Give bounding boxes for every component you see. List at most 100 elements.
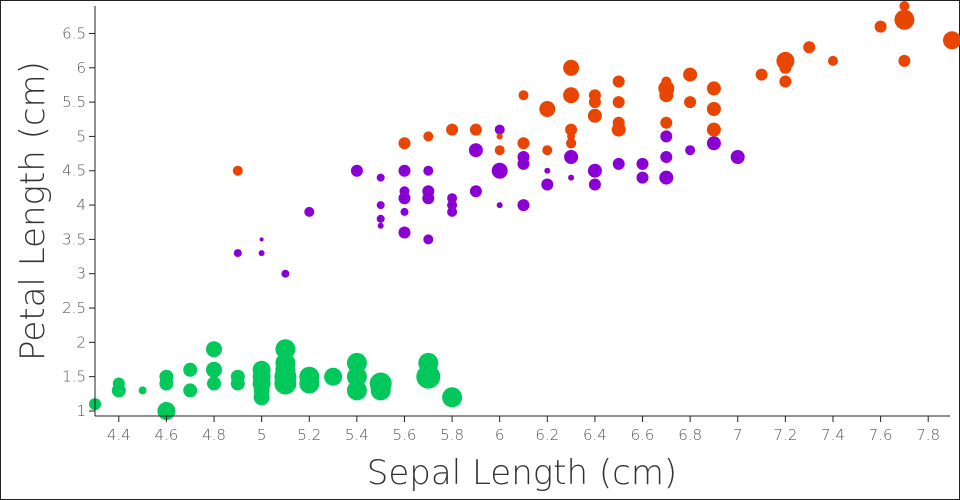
y-tick-label: 5.5 <box>62 93 86 111</box>
x-tick-label: 5 <box>257 426 267 444</box>
data-point <box>803 41 816 54</box>
data-point <box>587 163 602 178</box>
x-tick-label: 5.4 <box>345 426 369 444</box>
data-point <box>491 162 508 179</box>
y-tick-label: 6.5 <box>62 24 86 42</box>
data-point <box>423 234 434 245</box>
x-tick-label: 6.2 <box>535 426 559 444</box>
data-point <box>398 226 411 239</box>
y-tick-label: 4.5 <box>62 162 86 180</box>
y-tick-label: 4 <box>76 196 86 214</box>
data-point <box>828 55 838 66</box>
x-tick-label: 7.2 <box>773 426 797 444</box>
data-point <box>496 133 503 140</box>
data-point <box>376 214 385 223</box>
data-point <box>468 143 483 158</box>
y-tick-label: 6 <box>76 59 86 77</box>
data-point <box>563 87 580 104</box>
y-axis-ticks: 1 1.5 2 2.5 3 3.5 4 4.5 5 5.5 6 6.5 <box>62 24 95 420</box>
data-point <box>324 367 343 386</box>
data-point <box>706 136 721 151</box>
data-point <box>398 164 411 177</box>
data-point <box>230 376 245 391</box>
x-tick-label: 5.6 <box>393 426 417 444</box>
data-point <box>232 165 243 176</box>
data-point <box>612 157 625 170</box>
data-point <box>469 123 482 136</box>
y-tick-label: 3 <box>76 265 86 283</box>
data-point <box>706 81 721 96</box>
data-point <box>612 75 625 88</box>
data-point <box>159 376 174 391</box>
data-point <box>685 145 696 156</box>
x-tick-label: 5.8 <box>440 426 464 444</box>
data-point <box>258 250 265 257</box>
data-point <box>659 88 674 103</box>
data-point <box>636 157 649 170</box>
data-point <box>376 173 385 182</box>
y-tick-label: 2.5 <box>62 299 86 317</box>
data-point <box>206 341 222 358</box>
data-point <box>416 364 441 389</box>
data-point <box>779 61 792 74</box>
data-point <box>544 167 551 174</box>
y-tick-label: 1 <box>76 402 86 420</box>
y-tick-label: 1.5 <box>62 368 86 386</box>
data-point <box>346 352 367 373</box>
data-point <box>423 165 434 176</box>
data-point <box>183 362 198 377</box>
data-point <box>275 339 296 360</box>
x-tick-label: 6 <box>495 426 505 444</box>
data-point <box>233 249 242 258</box>
data-point <box>684 96 697 109</box>
data-point <box>398 137 411 150</box>
data-point <box>370 380 391 401</box>
data-point <box>400 207 409 216</box>
x-tick-label: 4.8 <box>202 426 226 444</box>
data-point <box>494 124 505 135</box>
data-point <box>398 192 411 205</box>
data-point <box>611 122 626 137</box>
data-point <box>894 9 915 30</box>
points-layer <box>89 1 960 420</box>
data-point <box>542 145 553 156</box>
y-axis-title: Petal Length (cm) <box>13 61 53 361</box>
y-tick-label: 3.5 <box>62 230 86 248</box>
data-point <box>517 137 530 150</box>
y-tick-label: 5 <box>76 127 86 145</box>
data-point <box>943 31 960 50</box>
data-point <box>376 201 385 210</box>
data-point <box>660 116 673 129</box>
data-point <box>259 237 264 242</box>
data-point <box>612 96 625 109</box>
data-point <box>422 192 435 205</box>
data-point <box>447 206 458 217</box>
data-point <box>446 123 459 136</box>
data-point <box>447 193 458 204</box>
y-tick-label: 2 <box>76 333 86 351</box>
data-point <box>138 386 147 395</box>
x-axis-ticks: 4.4 4.6 4.8 5 5.2 5.4 5.6 5.8 6 6.2 6.4 6.6 6.8 7 7.2 7… <box>107 416 940 444</box>
data-point <box>660 151 673 163</box>
data-point <box>469 185 482 198</box>
data-point <box>706 122 721 137</box>
data-point <box>565 123 578 136</box>
data-point <box>346 380 367 401</box>
data-point <box>588 178 601 191</box>
data-point <box>299 373 320 394</box>
data-point <box>683 67 698 82</box>
data-point <box>541 178 554 191</box>
x-tick-label: 4.6 <box>154 426 178 444</box>
data-point <box>346 366 367 387</box>
data-point <box>494 145 505 156</box>
data-point <box>566 138 577 149</box>
data-point <box>111 383 126 398</box>
data-point <box>567 132 576 141</box>
data-point <box>517 157 530 170</box>
data-point <box>281 269 290 278</box>
data-point <box>660 130 673 143</box>
data-point <box>563 59 580 76</box>
x-tick-label: 5.2 <box>297 426 321 444</box>
data-point <box>588 96 601 109</box>
x-tick-label: 4.4 <box>107 426 131 444</box>
